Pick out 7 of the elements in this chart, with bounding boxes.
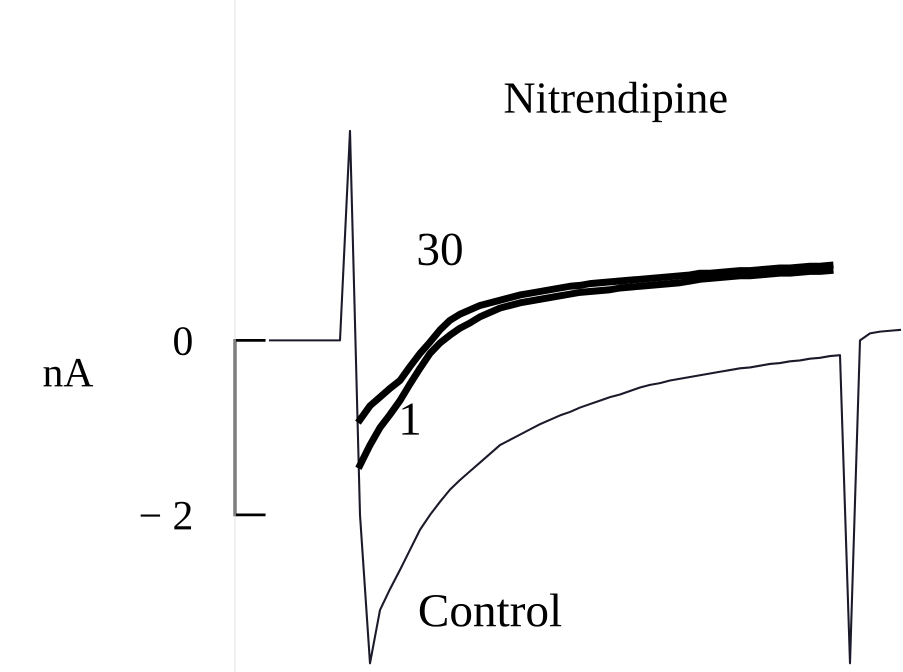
y-tick-label: 0 <box>174 327 192 356</box>
text: Nitrendipine <box>504 82 727 122</box>
series-label: 30 <box>418 233 462 266</box>
y-tick-label: − 2 <box>140 502 192 530</box>
series-label: Control <box>420 593 562 627</box>
series-label: 1 <box>402 403 419 435</box>
y-axis-title: nA <box>43 358 94 386</box>
